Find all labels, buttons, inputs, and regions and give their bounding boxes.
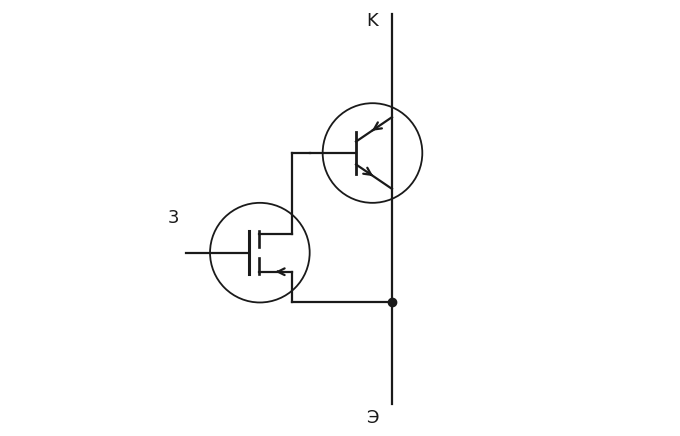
Text: K: K [367, 12, 378, 30]
Text: Э: Э [366, 409, 378, 427]
Text: 3: 3 [167, 209, 179, 227]
